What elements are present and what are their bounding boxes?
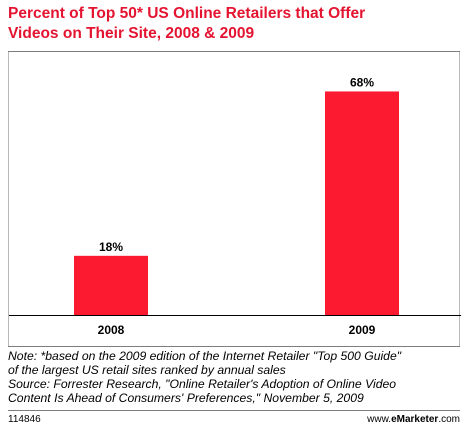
x-tick-label-2008: 2008 xyxy=(98,323,125,337)
chart-frame: 18% 2008 68% 2009 xyxy=(8,52,461,346)
data-label-2008: 18% xyxy=(99,240,123,254)
brand-name: eMarketer xyxy=(391,414,439,425)
top-rule xyxy=(8,51,460,52)
source-line-2: Content Is Ahead of Consumers' Preferenc… xyxy=(8,391,364,405)
source-line-1: Source: Forrester Research, "Online Reta… xyxy=(8,377,397,391)
chart-id: 114846 xyxy=(8,414,41,425)
brand-url: www.eMarketer.com xyxy=(367,414,460,426)
chart-title-line-1: Percent of Top 50* US Online Retailers t… xyxy=(8,5,366,22)
data-label-2009: 68% xyxy=(350,75,374,89)
note-line-1: Note: *based on the 2009 edition of the … xyxy=(8,349,402,363)
bottom-rule xyxy=(8,410,460,411)
brand-prefix: www. xyxy=(367,414,392,425)
bar-2009 xyxy=(325,91,399,315)
chart-note: Note: *based on the 2009 edition of the … xyxy=(8,349,460,405)
chart-title: Percent of Top 50* US Online Retailers t… xyxy=(8,4,458,44)
chart-title-line-2: Videos on Their Site, 2008 & 2009 xyxy=(8,25,255,42)
note-line-2: of the largest US retail sites ranked by… xyxy=(8,363,286,377)
mid-rule xyxy=(8,346,460,347)
bar-2008 xyxy=(74,255,148,315)
brand-suffix: .com xyxy=(438,414,460,425)
x-tick-label-2009: 2009 xyxy=(349,323,376,337)
bar-chart: 18% 2008 68% 2009 xyxy=(9,75,461,337)
